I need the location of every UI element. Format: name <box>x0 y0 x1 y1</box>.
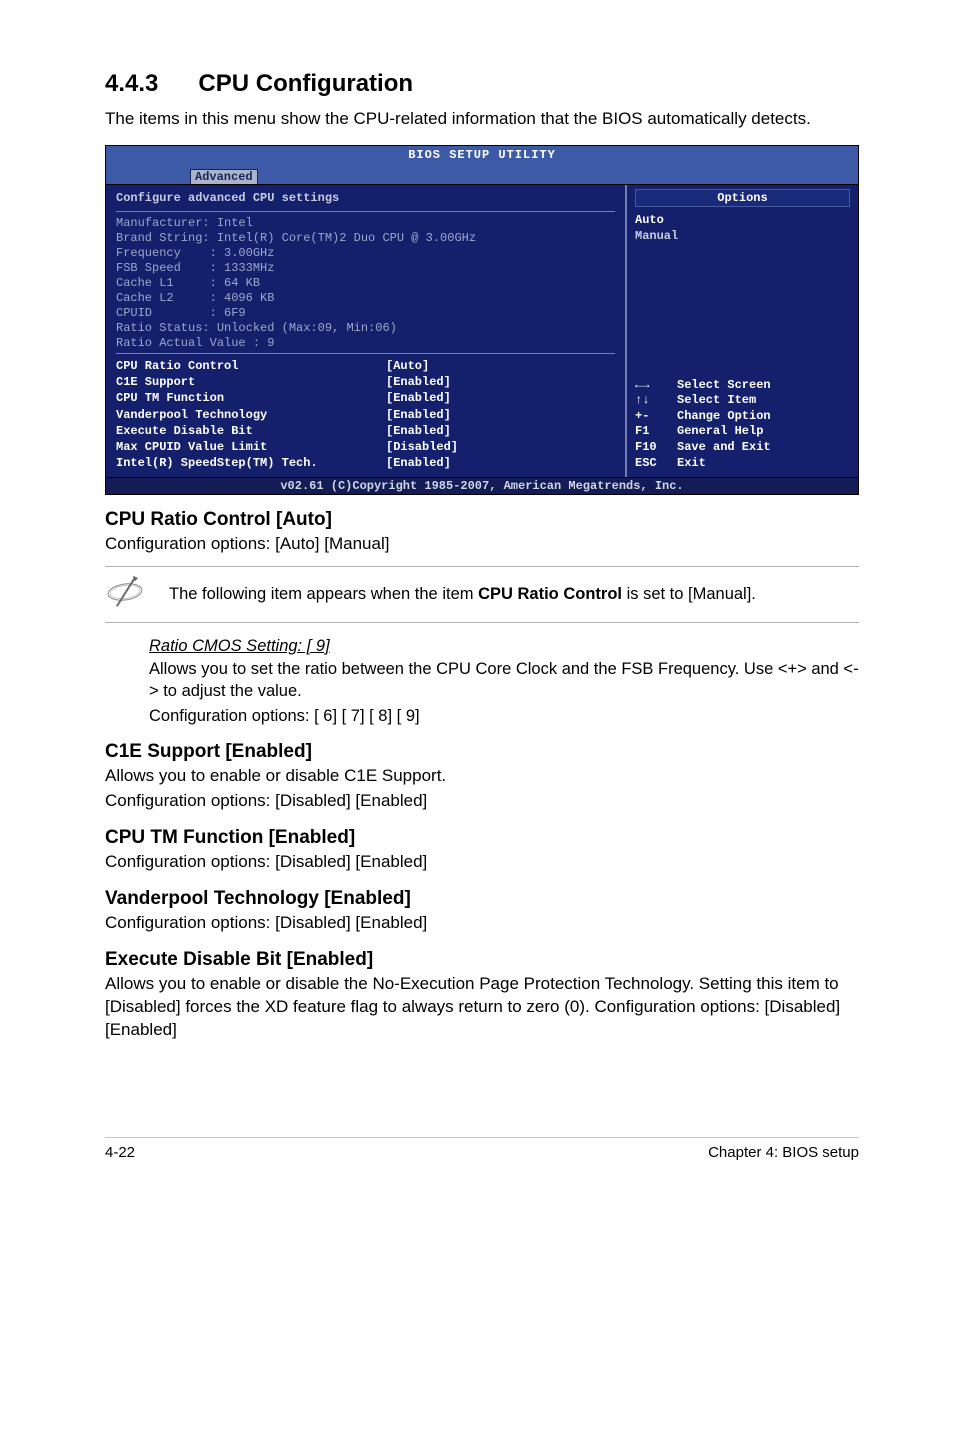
nav-row: F1General Help <box>635 424 850 440</box>
nav-label: Exit <box>677 456 706 472</box>
sub-heading: CPU TM Function [Enabled] <box>105 827 859 849</box>
setting-value: [Enabled] <box>386 407 451 423</box>
bios-settings: CPU Ratio Control[Auto] C1E Support[Enab… <box>116 358 615 471</box>
nav-key: ←→ <box>635 378 677 394</box>
setting-value: [Disabled] <box>386 439 458 455</box>
bios-setting-row[interactable]: C1E Support[Enabled] <box>116 374 615 390</box>
nav-label: General Help <box>677 424 763 440</box>
bios-divider <box>116 353 615 354</box>
bios-footer: v02.61 (C)Copyright 1985-2007, American … <box>106 477 858 494</box>
body-text: Configuration options: [Disabled] [Enabl… <box>105 912 859 935</box>
setting-value: [Auto] <box>386 358 429 374</box>
sub-heading: Vanderpool Technology [Enabled] <box>105 888 859 910</box>
options-header: Options <box>635 189 850 207</box>
page-footer: 4-22 Chapter 4: BIOS setup <box>105 1137 859 1161</box>
bios-right-pane: Options Auto Manual ←→Select Screen ↑↓Se… <box>625 185 858 477</box>
ratio-cmos-title: Ratio CMOS Setting: [ 9] <box>149 637 859 656</box>
bios-info: FSB Speed : 1333MHz <box>116 261 615 276</box>
setting-label: Vanderpool Technology <box>116 407 386 423</box>
body-text: Configuration options: [ 6] [ 7] [ 8] [ … <box>149 705 859 727</box>
nav-key: +- <box>635 409 677 425</box>
nav-label: Change Option <box>677 409 771 425</box>
section-title: CPU Configuration <box>198 70 413 97</box>
nav-row: ESCExit <box>635 456 850 472</box>
body-text: Configuration options: [Auto] [Manual] <box>105 533 859 556</box>
bios-info: Cache L1 : 64 KB <box>116 276 615 291</box>
note-block: The following item appears when the item… <box>105 566 859 623</box>
note-pre: The following item appears when the item <box>169 585 478 603</box>
sub-heading: C1E Support [Enabled] <box>105 741 859 763</box>
note-bold: CPU Ratio Control <box>478 585 622 603</box>
setting-value: [Enabled] <box>386 455 451 471</box>
bios-info: Ratio Status: Unlocked (Max:09, Min:06) <box>116 321 615 336</box>
nav-label: Select Screen <box>677 378 771 394</box>
setting-label: CPU TM Function <box>116 390 386 406</box>
bios-setting-row[interactable]: Max CPUID Value Limit[Disabled] <box>116 439 615 455</box>
note-icon <box>105 575 149 614</box>
bios-info: Manufacturer: Intel <box>116 216 615 231</box>
bios-body: Configure advanced CPU settings Manufact… <box>106 185 858 477</box>
nav-label: Save and Exit <box>677 440 771 456</box>
setting-label: Execute Disable Bit <box>116 423 386 439</box>
nav-row: ↑↓Select Item <box>635 393 850 409</box>
body-text: Configuration options: [Disabled] [Enabl… <box>105 790 859 813</box>
setting-label: Max CPUID Value Limit <box>116 439 386 455</box>
bios-left-pane: Configure advanced CPU settings Manufact… <box>106 185 625 477</box>
bios-divider <box>116 211 615 212</box>
setting-label: CPU Ratio Control <box>116 358 386 374</box>
nav-key: ESC <box>635 456 677 472</box>
bios-nav-help: ←→Select Screen ↑↓Select Item +-Change O… <box>635 378 850 472</box>
option-item[interactable]: Manual <box>635 229 850 245</box>
nav-key: ↑↓ <box>635 393 677 409</box>
footer-chapter: Chapter 4: BIOS setup <box>708 1144 859 1161</box>
option-item[interactable]: Auto <box>635 213 850 229</box>
bios-info: Cache L2 : 4096 KB <box>116 291 615 306</box>
nav-row: ←→Select Screen <box>635 378 850 394</box>
nav-label: Select Item <box>677 393 756 409</box>
section-number: 4.4.3 <box>105 70 158 98</box>
nav-row: F10Save and Exit <box>635 440 850 456</box>
setting-label: Intel(R) SpeedStep(TM) Tech. <box>116 455 386 471</box>
bios-info: Ratio Actual Value : 9 <box>116 336 615 351</box>
bios-info: Brand String: Intel(R) Core(TM)2 Duo CPU… <box>116 231 615 246</box>
note-text: The following item appears when the item… <box>149 584 756 605</box>
bios-panel: BIOS SETUP UTILITY Advanced Configure ad… <box>105 145 859 495</box>
bios-title: BIOS SETUP UTILITY <box>106 146 858 162</box>
section-heading: 4.4.3 CPU Configuration <box>105 70 859 98</box>
nav-key: F10 <box>635 440 677 456</box>
note-post: is set to [Manual]. <box>622 585 756 603</box>
body-text: Allows you to enable or disable C1E Supp… <box>105 765 859 788</box>
bios-setting-row[interactable]: Intel(R) SpeedStep(TM) Tech.[Enabled] <box>116 455 615 471</box>
bios-tab-advanced[interactable]: Advanced <box>190 169 258 184</box>
sub-heading: Execute Disable Bit [Enabled] <box>105 949 859 971</box>
setting-value: [Enabled] <box>386 423 451 439</box>
nav-key: F1 <box>635 424 677 440</box>
setting-value: [Enabled] <box>386 390 451 406</box>
setting-label: C1E Support <box>116 374 386 390</box>
indent-block: Ratio CMOS Setting: [ 9] Allows you to s… <box>105 637 859 727</box>
body-text: Allows you to enable or disable the No-E… <box>105 973 859 1042</box>
bios-setting-row[interactable]: CPU TM Function[Enabled] <box>116 390 615 406</box>
sub-heading: CPU Ratio Control [Auto] <box>105 509 859 531</box>
bios-info: CPUID : 6F9 <box>116 306 615 321</box>
nav-row: +-Change Option <box>635 409 850 425</box>
bios-setting-row[interactable]: Execute Disable Bit[Enabled] <box>116 423 615 439</box>
bios-setting-row[interactable]: Vanderpool Technology[Enabled] <box>116 407 615 423</box>
setting-value: [Enabled] <box>386 374 451 390</box>
bios-setting-row[interactable]: CPU Ratio Control[Auto] <box>116 358 615 374</box>
bios-header: BIOS SETUP UTILITY Advanced <box>106 146 858 185</box>
footer-page-num: 4-22 <box>105 1144 135 1161</box>
intro-text: The items in this menu show the CPU-rela… <box>105 108 859 131</box>
bios-subtitle: Configure advanced CPU settings <box>116 189 615 209</box>
bios-info: Frequency : 3.00GHz <box>116 246 615 261</box>
body-text: Configuration options: [Disabled] [Enabl… <box>105 851 859 874</box>
body-text: Allows you to set the ratio between the … <box>149 658 859 703</box>
